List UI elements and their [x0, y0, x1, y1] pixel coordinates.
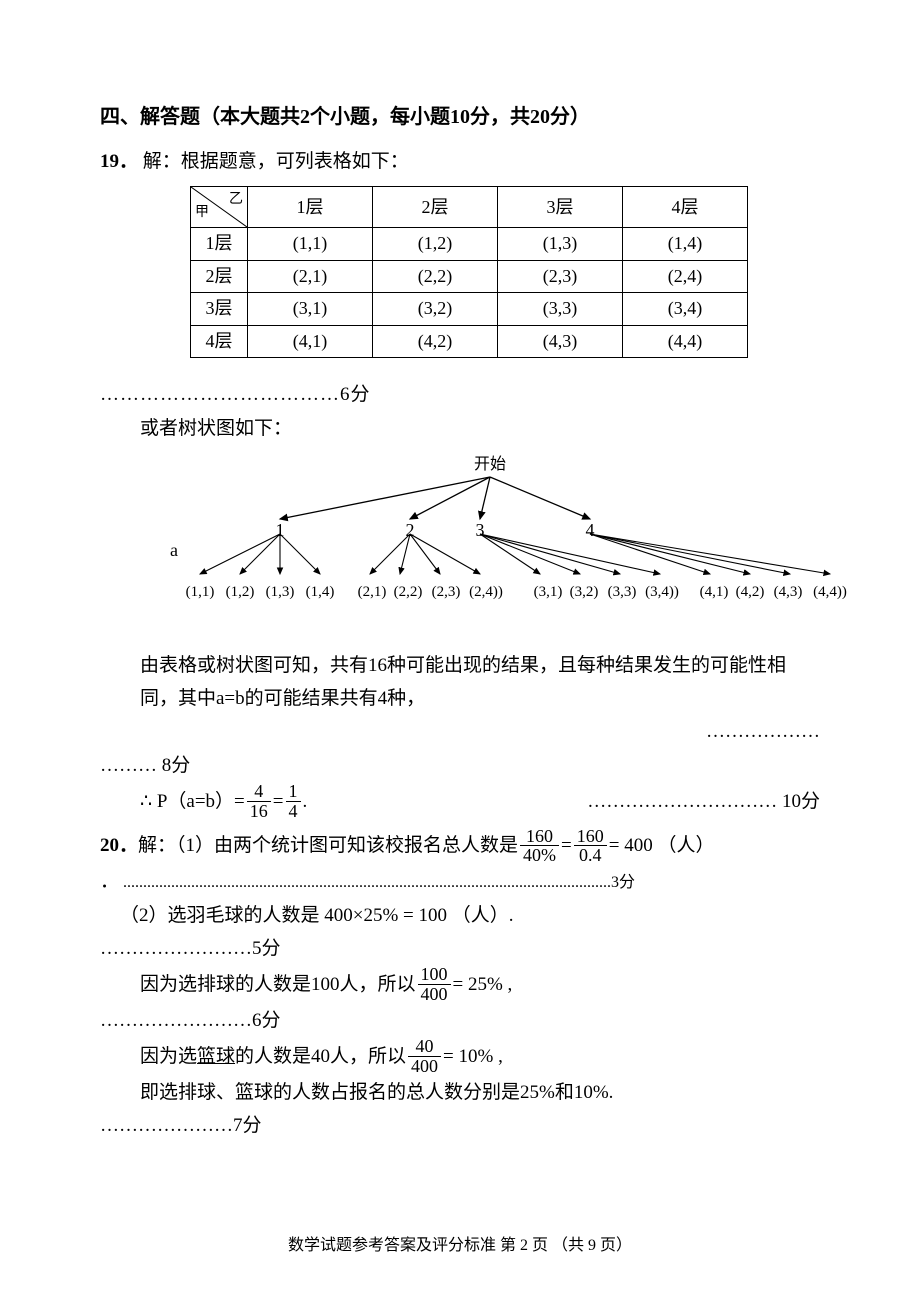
col-header: 1层: [248, 187, 373, 228]
cell: (2,1): [248, 260, 373, 293]
q20-p3-tail: = 25% ,: [453, 968, 513, 1001]
tree-side-label: a: [170, 535, 178, 567]
tree-leaf: (4,4)): [813, 579, 847, 605]
q20-p4: 因为选 篮球 的人数是40人，所以 40 400 = 10% ,: [140, 1037, 820, 1076]
q19-table: 乙 甲 1层 2层 3层 4层 1层 (1,1) (1,2) (1,3) (1,…: [190, 186, 748, 358]
col-header: 3层: [498, 187, 623, 228]
tree-leaf: (3,4)): [645, 579, 679, 605]
cell: (4,2): [373, 325, 498, 358]
corner-bottom: 甲: [195, 201, 209, 226]
fraction: 4 16: [247, 782, 271, 821]
cell: (1,3): [498, 228, 623, 261]
q19-lead: 解：根据题意，可列表格如下：: [143, 151, 409, 172]
q20-number: 20．: [100, 829, 138, 862]
tree-leaf: (2,1): [358, 579, 387, 605]
eq: =: [561, 829, 572, 862]
q20-p4-lead-a: 因为选: [140, 1040, 197, 1073]
cell: (1,4): [623, 228, 748, 261]
tree-leaf: (4,1): [700, 579, 729, 605]
cell: (4,3): [498, 325, 623, 358]
q19-tree-lead: 或者树状图如下：: [140, 412, 820, 445]
tree-branch: 4: [586, 515, 595, 547]
tree-leaf: (1,1): [186, 579, 215, 605]
tree-root: 开始: [474, 451, 506, 479]
tree-branch: 2: [406, 515, 415, 547]
cell: (1,2): [373, 228, 498, 261]
tree-leaf: (3,2): [570, 579, 599, 605]
tree-leaf: (4,3): [774, 579, 803, 605]
tree-leaf: (2,4)): [469, 579, 503, 605]
q19-conc-prefix: ∴ P（a=b）=: [140, 785, 245, 818]
q20-p4-tail: = 10% ,: [443, 1040, 503, 1073]
q19-tree: 开始 1 2 3 4 a (1,1) (1,2) (1,3) (1,4) (2,…: [160, 449, 820, 609]
cell: (3,4): [623, 293, 748, 326]
row-header: 1层: [191, 228, 248, 261]
cell: (3,1): [248, 293, 373, 326]
q20-p5: 即选排球、篮球的人数占报名的总人数分别是25%和10%.: [140, 1076, 820, 1109]
q19-number: 19．: [100, 151, 138, 172]
q20-p1-tail: = 400 （人）: [609, 829, 715, 862]
col-header: 2层: [373, 187, 498, 228]
eq: =: [273, 785, 284, 818]
q20-p4-lead-b: 的人数是40人，所以: [235, 1040, 406, 1073]
q20-p2-score: ……………………5分: [100, 932, 820, 965]
tree-leaf: (1,3): [266, 579, 295, 605]
tree-leaf: (4,2): [736, 579, 765, 605]
q19-conclusion: ∴ P（a=b）= 4 16 = 1 4 . ………………………… 10分: [140, 782, 820, 821]
page-footer: 数学试题参考答案及评分标准 第 2 页 （共 9 页）: [0, 1232, 920, 1260]
q20-p4-underline: 篮球: [197, 1040, 235, 1073]
cell: (3,2): [373, 293, 498, 326]
tree-leaf: (3,1): [534, 579, 563, 605]
col-header: 4层: [623, 187, 748, 228]
cell: (1,1): [248, 228, 373, 261]
tree-branch: 3: [476, 515, 485, 547]
q19-score-10: ………………………… 10分: [587, 785, 820, 818]
fraction: 40 400: [408, 1037, 441, 1076]
tree-leaf: (1,2): [226, 579, 255, 605]
q20-p3-score: ……………………6分: [100, 1004, 820, 1037]
row-header: 3层: [191, 293, 248, 326]
tree-leaf: (1,4): [306, 579, 335, 605]
q19-score-6: ………………………………6分: [100, 378, 820, 411]
cell: (3,3): [498, 293, 623, 326]
q19: 19． 解：根据题意，可列表格如下：: [100, 145, 820, 178]
q19-conc-suffix: .: [303, 785, 308, 818]
cell: (2,3): [498, 260, 623, 293]
q20-p3-lead: 因为选排球的人数是100人，所以: [140, 968, 416, 1001]
tree-leaf: (3,3): [608, 579, 637, 605]
q19-para1: 由表格或树状图可知，共有16种可能出现的结果，且每种结果发生的可能性相同，其中a…: [140, 649, 820, 716]
q20-p1-lead: 解：（1）由两个统计图可知该校报名总人数是: [138, 829, 518, 862]
corner-top: 乙: [229, 188, 243, 213]
q20-p1: 20． 解：（1）由两个统计图可知该校报名总人数是 160 40% = 160 …: [100, 827, 820, 866]
tree-branch: 1: [276, 515, 285, 547]
table-corner: 乙 甲: [191, 187, 247, 227]
q20-p3: 因为选排球的人数是100人，所以 100 400 = 25% ,: [140, 965, 820, 1004]
row-header: 2层: [191, 260, 248, 293]
q20-p2: （2）选羽毛球的人数是 400×25% = 100 （人）.: [120, 899, 820, 932]
tree-leaf: (2,3): [432, 579, 461, 605]
row-header: 4层: [191, 325, 248, 358]
q20-p1-score: ． ......................................…: [100, 865, 820, 898]
page: 四、解答题（本大题共2个小题，每小题10分，共20分） 19． 解：根据题意，可…: [0, 0, 920, 1300]
tree-leaf: (2,2): [394, 579, 423, 605]
fraction: 160 0.4: [574, 827, 607, 866]
cell: (4,1): [248, 325, 373, 358]
cell: (2,2): [373, 260, 498, 293]
q20-p5-score: …………………7分: [100, 1109, 820, 1142]
cell: (4,4): [623, 325, 748, 358]
fraction: 100 400: [418, 965, 451, 1004]
section-title: 四、解答题（本大题共2个小题，每小题10分，共20分）: [100, 100, 820, 135]
q19-score-8-left: ……… 8分: [100, 749, 820, 782]
fraction: 1 4: [286, 782, 301, 821]
fraction: 160 40%: [520, 827, 559, 866]
cell: (2,4): [623, 260, 748, 293]
